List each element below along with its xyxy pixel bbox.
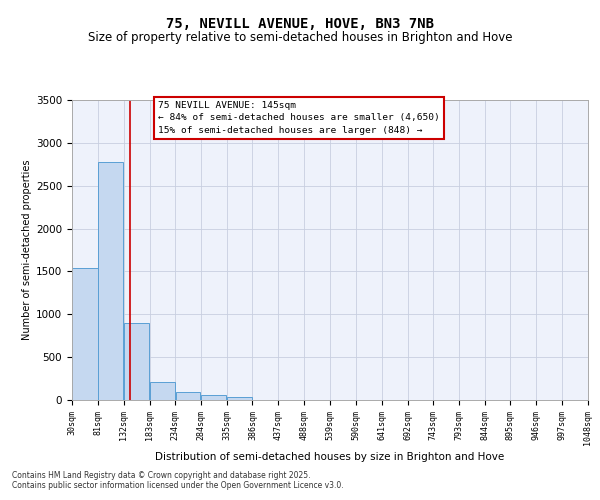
Bar xyxy=(176,392,200,400)
Bar xyxy=(227,397,252,400)
Text: 75, NEVILL AVENUE, HOVE, BN3 7NB: 75, NEVILL AVENUE, HOVE, BN3 7NB xyxy=(166,18,434,32)
Bar xyxy=(201,396,226,400)
Text: 75 NEVILL AVENUE: 145sqm
← 84% of semi-detached houses are smaller (4,650)
15% o: 75 NEVILL AVENUE: 145sqm ← 84% of semi-d… xyxy=(158,101,440,135)
X-axis label: Distribution of semi-detached houses by size in Brighton and Hove: Distribution of semi-detached houses by … xyxy=(155,452,505,462)
Bar xyxy=(72,268,98,400)
Text: Contains HM Land Registry data © Crown copyright and database right 2025.: Contains HM Land Registry data © Crown c… xyxy=(12,471,311,480)
Y-axis label: Number of semi-detached properties: Number of semi-detached properties xyxy=(22,160,32,340)
Bar xyxy=(150,382,175,400)
Text: Contains public sector information licensed under the Open Government Licence v3: Contains public sector information licen… xyxy=(12,481,344,490)
Text: Size of property relative to semi-detached houses in Brighton and Hove: Size of property relative to semi-detach… xyxy=(88,31,512,44)
Bar xyxy=(124,323,149,400)
Bar xyxy=(98,162,124,400)
